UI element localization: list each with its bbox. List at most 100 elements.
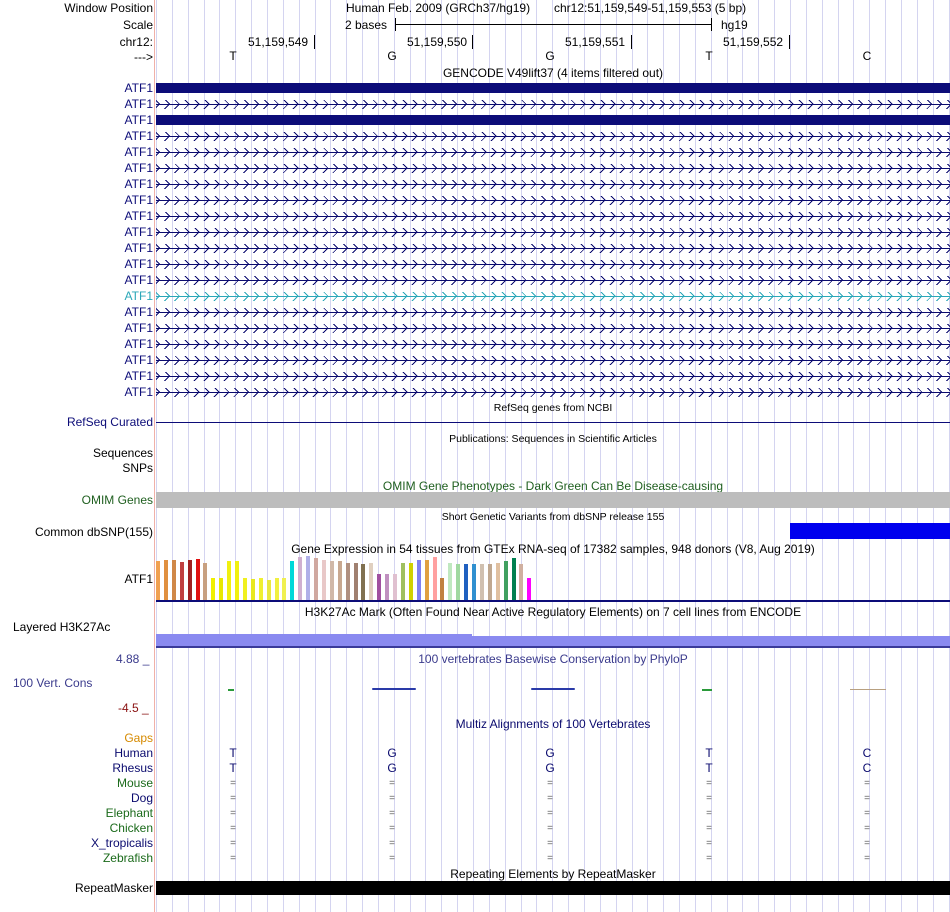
gencode-transcript[interactable]: [156, 196, 950, 205]
gencode-item-label[interactable]: ATF1: [124, 273, 153, 287]
gencode-item-label[interactable]: ATF1: [124, 385, 153, 399]
gtex-tissue-bar[interactable]: [329, 561, 334, 600]
gtex-tissue-bar[interactable]: [250, 579, 255, 600]
gtex-tissue-bar[interactable]: [298, 557, 303, 600]
gtex-track-label[interactable]: ATF1: [124, 572, 153, 586]
multiz-species-label[interactable]: X_tropicalis: [90, 836, 153, 850]
gtex-tissue-bar[interactable]: [282, 578, 287, 600]
gtex-tissue-bar[interactable]: [527, 578, 532, 600]
repeatmasker-element[interactable]: [156, 881, 950, 895]
gencode-item-label[interactable]: ATF1: [124, 321, 153, 335]
phylop-signal[interactable]: [372, 688, 416, 690]
gencode-item-label[interactable]: ATF1: [124, 353, 153, 367]
gencode-transcript[interactable]: [156, 100, 950, 109]
gtex-tissue-bar[interactable]: [479, 564, 484, 600]
multiz-track-title[interactable]: Multiz Alignments of 100 Vertebrates: [455, 717, 651, 731]
gencode-transcript[interactable]: [156, 356, 950, 365]
gencode-track-title[interactable]: GENCODE V49lift37 (4 items filtered out): [442, 66, 664, 80]
phylop-signal[interactable]: [702, 689, 712, 691]
gencode-transcript[interactable]: [156, 132, 950, 141]
gtex-tissue-bar[interactable]: [203, 563, 208, 600]
gtex-tissue-bar[interactable]: [416, 560, 421, 600]
multiz-species-label[interactable]: Mouse: [116, 776, 153, 790]
gtex-tissue-bar[interactable]: [448, 563, 453, 600]
gtex-tissue-bar[interactable]: [156, 561, 160, 600]
gtex-tissue-bar[interactable]: [495, 563, 500, 600]
multiz-species-label[interactable]: Rhesus: [112, 761, 153, 775]
gtex-tissue-bar[interactable]: [242, 578, 247, 600]
gtex-tissue-bar[interactable]: [400, 563, 405, 600]
multiz-species-label[interactable]: Dog: [130, 791, 153, 805]
gencode-transcript[interactable]: [156, 276, 950, 285]
gtex-tissue-bar[interactable]: [393, 574, 397, 600]
phylop-signal[interactable]: [850, 689, 886, 690]
gtex-tissue-bar[interactable]: [377, 574, 382, 600]
gencode-transcript[interactable]: [156, 115, 950, 125]
gtex-tissue-bar[interactable]: [266, 580, 271, 600]
gtex-tissue-bar[interactable]: [163, 560, 168, 600]
gtex-tissue-bar[interactable]: [321, 560, 326, 600]
gencode-item-label[interactable]: ATF1: [124, 193, 153, 207]
gtex-tissue-bar[interactable]: [511, 558, 516, 600]
dbsnp-track-label[interactable]: Common dbSNP(155): [34, 525, 153, 539]
snps-track-label[interactable]: SNPs: [122, 461, 153, 475]
gencode-transcript[interactable]: [156, 83, 950, 93]
gencode-item-label[interactable]: ATF1: [124, 209, 153, 223]
gencode-transcript[interactable]: [156, 324, 950, 333]
gtex-tissue-bar[interactable]: [472, 564, 476, 600]
gtex-tissue-bar[interactable]: [369, 563, 374, 600]
refseq-track-label[interactable]: RefSeq Curated: [66, 415, 153, 429]
phylop-track-label[interactable]: 100 Vert. Cons: [13, 676, 93, 690]
h3k27ac-signal[interactable]: [472, 636, 950, 646]
h3k27ac-signal[interactable]: [156, 634, 472, 646]
gtex-tissue-bar[interactable]: [258, 578, 263, 600]
gencode-item-label[interactable]: ATF1: [124, 337, 153, 351]
gtex-tissue-bar[interactable]: [314, 558, 318, 600]
gtex-tissue-bar[interactable]: [219, 578, 224, 600]
gtex-track-title[interactable]: Gene Expression in 54 tissues from GTEx …: [291, 542, 815, 556]
phylop-signal[interactable]: [228, 689, 234, 691]
gencode-transcript[interactable]: [156, 260, 950, 269]
gtex-tissue-bar[interactable]: [432, 557, 437, 600]
gencode-transcript[interactable]: [156, 164, 950, 173]
publications-track-title[interactable]: Publications: Sequences in Scientific Ar…: [449, 433, 657, 445]
gencode-transcript[interactable]: [156, 308, 950, 317]
phylop-signal[interactable]: [531, 688, 575, 690]
gencode-item-label[interactable]: ATF1: [124, 97, 153, 111]
gencode-item-label[interactable]: ATF1: [124, 129, 153, 143]
gencode-item-label[interactable]: ATF1: [124, 305, 153, 319]
gencode-transcript[interactable]: [156, 212, 950, 221]
gencode-item-label[interactable]: ATF1: [124, 289, 153, 303]
gtex-tissue-bar[interactable]: [306, 556, 311, 600]
multiz-species-label[interactable]: Human: [114, 746, 153, 760]
gencode-item-label[interactable]: ATF1: [124, 81, 153, 95]
omim-track-label[interactable]: OMIM Genes: [81, 493, 153, 507]
gencode-transcript[interactable]: [156, 244, 950, 253]
dbsnp-variant[interactable]: [790, 523, 950, 539]
phylop-track-title[interactable]: 100 vertebrates Basewise Conservation by…: [418, 652, 688, 666]
gtex-tissue-bar[interactable]: [353, 563, 358, 600]
gtex-tissue-bar[interactable]: [385, 574, 390, 600]
gencode-transcript[interactable]: [156, 180, 950, 189]
gencode-item-label[interactable]: ATF1: [124, 113, 153, 127]
gtex-tissue-bar[interactable]: [408, 563, 413, 600]
gtex-tissue-bar[interactable]: [187, 560, 192, 600]
refseq-gene-line[interactable]: [156, 422, 950, 423]
multiz-gaps-label[interactable]: Gaps: [124, 731, 153, 745]
repeatmasker-track-label[interactable]: RepeatMasker: [74, 881, 153, 895]
publications-track-label[interactable]: Sequences: [92, 446, 153, 460]
omim-track-title[interactable]: OMIM Gene Phenotypes - Dark Green Can Be…: [382, 479, 724, 493]
gencode-transcript[interactable]: [156, 388, 950, 397]
gencode-transcript[interactable]: [156, 372, 950, 381]
gtex-bar-chart[interactable]: [156, 556, 556, 600]
gencode-item-label[interactable]: ATF1: [124, 145, 153, 159]
gencode-item-label[interactable]: ATF1: [124, 241, 153, 255]
gtex-tissue-bar[interactable]: [424, 560, 429, 600]
gtex-tissue-bar[interactable]: [211, 578, 216, 600]
gtex-tissue-bar[interactable]: [290, 561, 295, 600]
gtex-tissue-bar[interactable]: [171, 560, 176, 600]
gtex-tissue-bar[interactable]: [274, 578, 279, 600]
gencode-item-label[interactable]: ATF1: [124, 177, 153, 191]
h3k27ac-track-label[interactable]: Layered H3K27Ac: [13, 620, 111, 634]
gtex-tissue-bar[interactable]: [235, 561, 239, 600]
